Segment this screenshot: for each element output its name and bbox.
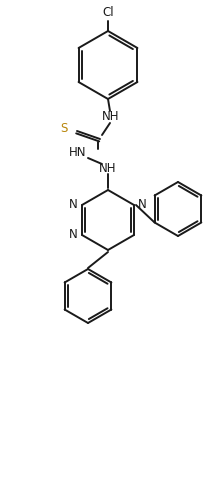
- Text: NH: NH: [102, 111, 120, 123]
- Text: S: S: [61, 122, 68, 136]
- Text: HN: HN: [69, 147, 86, 160]
- Text: N: N: [69, 228, 78, 242]
- Text: NH: NH: [99, 163, 117, 175]
- Text: Cl: Cl: [102, 6, 114, 19]
- Text: N: N: [69, 198, 78, 212]
- Text: N: N: [138, 198, 147, 212]
